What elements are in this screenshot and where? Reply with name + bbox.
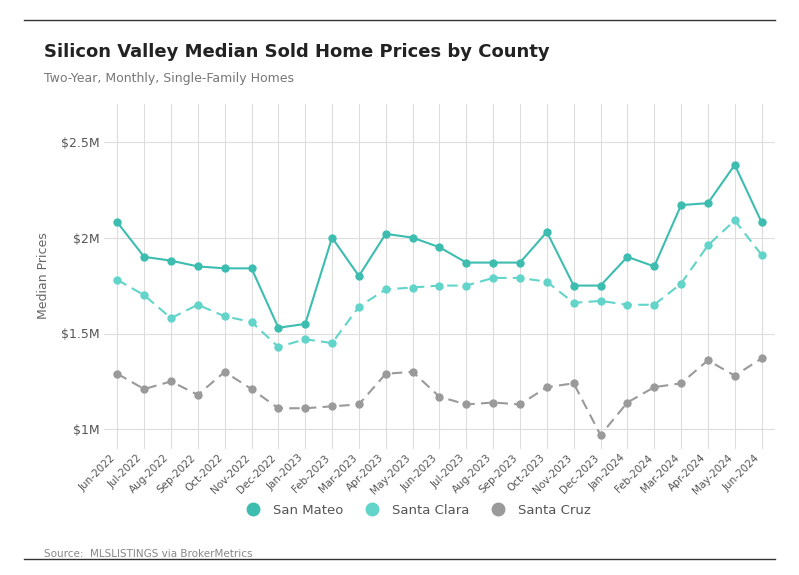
Y-axis label: Median Prices: Median Prices [37,233,50,319]
Santa Clara [435,282,444,289]
Santa Clara [650,301,659,308]
San Mateo [488,259,498,266]
Santa Cruz [166,378,176,385]
Santa Cruz [622,399,632,406]
Santa Cruz [462,401,471,408]
Santa Cruz [676,380,686,387]
Santa Clara [220,313,229,320]
San Mateo [462,259,471,266]
Santa Clara [703,242,713,249]
San Mateo [381,231,391,237]
Santa Clara [300,336,310,343]
Santa Clara [273,343,283,350]
San Mateo [515,259,525,266]
Santa Cruz [220,369,229,375]
San Mateo [703,200,713,206]
Santa Cruz [354,401,364,408]
Santa Cruz [407,369,417,375]
San Mateo [542,228,551,235]
Santa Cruz [596,432,606,439]
San Mateo [569,282,578,289]
Santa Clara [113,277,122,283]
Santa Clara [166,315,176,321]
San Mateo [596,282,606,289]
San Mateo [247,265,256,272]
Legend: San Mateo, Santa Clara, Santa Cruz: San Mateo, Santa Clara, Santa Cruz [240,504,591,517]
Santa Clara [542,278,551,285]
Santa Clara [488,274,498,281]
San Mateo [676,202,686,209]
San Mateo [622,254,632,260]
San Mateo [650,263,659,270]
Text: Silicon Valley Median Sold Home Prices by County: Silicon Valley Median Sold Home Prices b… [44,43,550,61]
Santa Cruz [488,399,498,406]
Santa Clara [139,292,149,298]
Santa Clara [622,301,632,308]
Santa Cruz [650,384,659,390]
Line: San Mateo: San Mateo [113,162,765,331]
San Mateo [730,162,740,168]
Text: Two-Year, Monthly, Single-Family Homes: Two-Year, Monthly, Single-Family Homes [44,72,294,85]
Santa Clara [381,286,391,293]
San Mateo [435,244,444,251]
Santa Cruz [193,392,203,398]
Santa Clara [515,274,525,281]
San Mateo [354,273,364,279]
Line: Santa Cruz: Santa Cruz [113,355,765,439]
San Mateo [407,234,417,241]
Santa Clara [757,251,766,258]
Santa Clara [407,284,417,291]
Santa Clara [354,303,364,310]
Santa Cruz [381,370,391,377]
Santa Cruz [515,401,525,408]
Santa Clara [247,319,256,325]
Santa Cruz [757,355,766,362]
Santa Clara [730,217,740,224]
Santa Clara [328,340,337,347]
Santa Cruz [569,380,578,387]
San Mateo [757,219,766,226]
Line: Santa Clara: Santa Clara [113,217,765,350]
Santa Cruz [435,393,444,400]
Santa Cruz [113,370,122,377]
Santa Cruz [139,386,149,393]
San Mateo [220,265,229,272]
Text: Source:  MLSLISTINGS via BrokerMetrics: Source: MLSLISTINGS via BrokerMetrics [44,549,252,559]
Santa Cruz [328,403,337,410]
Santa Cruz [247,386,256,393]
San Mateo [113,219,122,226]
Santa Cruz [703,357,713,364]
Santa Cruz [542,384,551,390]
San Mateo [328,234,337,241]
Santa Cruz [730,372,740,379]
Santa Clara [462,282,471,289]
San Mateo [139,254,149,260]
Santa Clara [569,300,578,306]
Santa Clara [193,301,203,308]
Santa Clara [596,297,606,304]
Santa Cruz [300,405,310,412]
San Mateo [273,324,283,331]
San Mateo [166,257,176,264]
San Mateo [300,320,310,327]
San Mateo [193,263,203,270]
Santa Clara [676,280,686,287]
Santa Cruz [273,405,283,412]
